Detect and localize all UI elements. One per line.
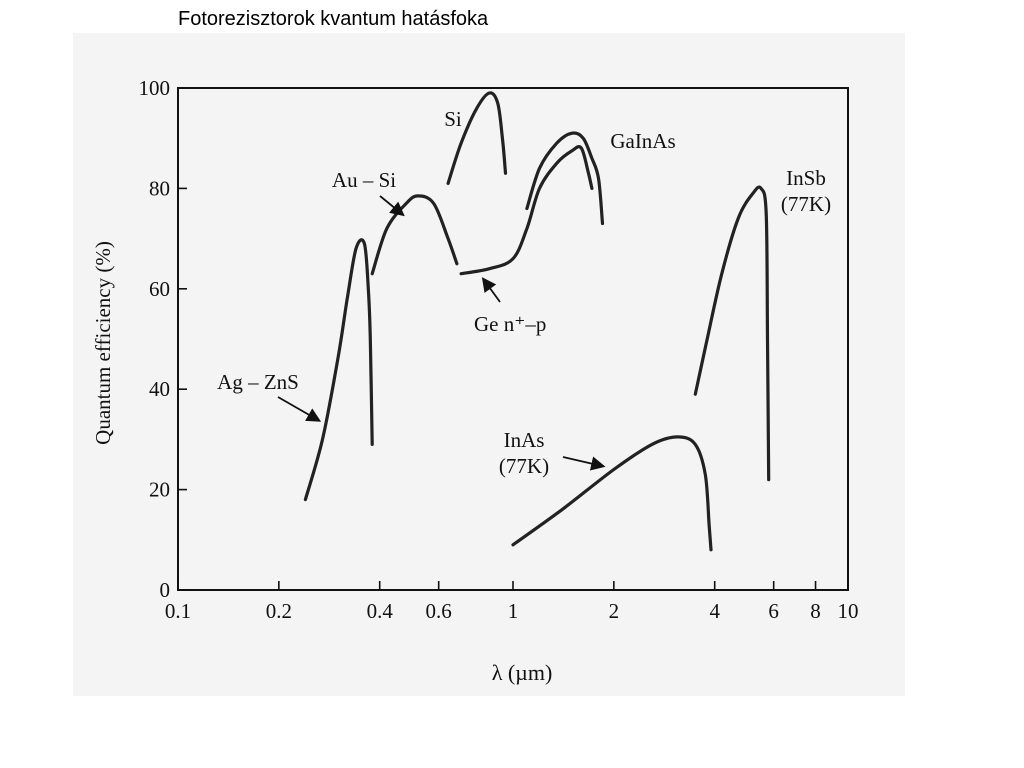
annotation-insb: InSb (77K) [781, 166, 831, 216]
y-tick-label-2: 40 [149, 377, 170, 401]
x-tick-label-2: 0.4 [367, 599, 394, 623]
x-tick-label-7: 6 [768, 599, 779, 623]
y-tick-label-1: 20 [149, 478, 170, 502]
annotation-au-si: Au – Si [332, 168, 396, 192]
series-curve-ge-n-p [459, 145, 594, 276]
annotation-ge: Ge n⁺–p [474, 312, 546, 336]
series-curve-gainas [525, 131, 605, 226]
x-tick-label-9: 10 [838, 599, 859, 623]
series-curve-inas-77k [511, 435, 713, 552]
annotation-arrow-ge [481, 277, 501, 303]
annotation-ag-zns-line-0: Ag – ZnS [217, 370, 299, 394]
series-curve-au-si [370, 194, 459, 276]
slide-title: Fotorezisztorok kvantum hatásfoka [178, 8, 489, 30]
annotation-insb-line-1: (77K) [781, 192, 831, 216]
x-tick-label-0: 0.1 [165, 599, 191, 623]
annotation-inas-line-1: (77K) [499, 454, 549, 478]
series-curve-insb-77k [693, 185, 771, 482]
annotation-gainas: GaInAs [610, 129, 675, 153]
x-axis-label: λ (µm) [492, 660, 553, 685]
y-tick-label-3: 60 [149, 277, 170, 301]
annotation-inas: InAs (77K) [499, 428, 549, 478]
annotation-si-line-0: Si [444, 107, 462, 131]
annotation-au-si-line-0: Au – Si [332, 168, 396, 192]
annotation-gainas-line-0: GaInAs [610, 129, 675, 153]
x-tick-label-3: 0.6 [426, 599, 452, 623]
series-curve-si [446, 91, 508, 185]
x-tick-label-4: 1 [508, 599, 519, 623]
x-tick-label-6: 4 [709, 599, 720, 623]
series-curve-ag-zns [303, 238, 374, 502]
annotation-si: Si [444, 107, 462, 131]
x-tick-label-1: 0.2 [266, 599, 292, 623]
annotation-arrow-ag-zns [277, 396, 322, 422]
plot-frame [177, 87, 849, 591]
annotation-ag-zns: Ag – ZnS [217, 370, 299, 394]
series-layer [303, 91, 771, 552]
annotation-arrow-au-si [379, 195, 405, 217]
x-tick-label-8: 8 [810, 599, 821, 623]
x-tick-label-5: 2 [609, 599, 620, 623]
y-tick-label-5: 100 [139, 76, 171, 100]
annotation-arrow-inas [562, 456, 606, 471]
y-tick-label-4: 80 [149, 176, 170, 200]
annotation-insb-line-0: InSb [786, 166, 826, 190]
annotation-ge-line-0: Ge n⁺–p [474, 312, 546, 336]
y-axis-label: Quantum efficiency (%) [91, 241, 115, 445]
annotation-inas-line-0: InAs [504, 428, 545, 452]
y-tick-label-0: 0 [160, 578, 171, 602]
